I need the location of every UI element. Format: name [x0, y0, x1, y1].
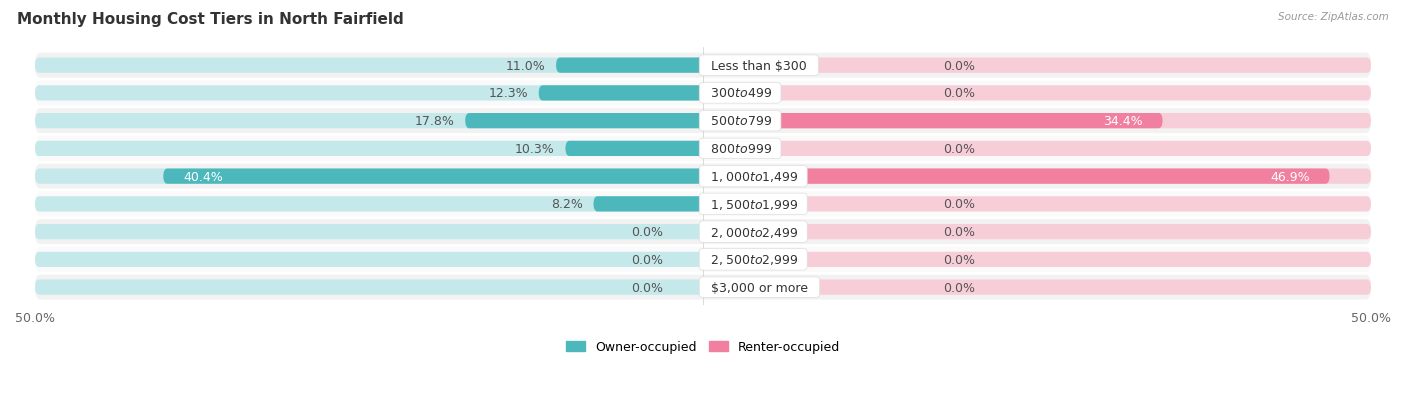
- Text: 10.3%: 10.3%: [515, 142, 555, 156]
- FancyBboxPatch shape: [703, 169, 1330, 184]
- Text: 17.8%: 17.8%: [415, 115, 454, 128]
- FancyBboxPatch shape: [703, 58, 1371, 74]
- Text: 0.0%: 0.0%: [943, 198, 976, 211]
- FancyBboxPatch shape: [35, 169, 703, 184]
- FancyBboxPatch shape: [35, 141, 703, 157]
- FancyBboxPatch shape: [35, 109, 1371, 134]
- FancyBboxPatch shape: [703, 224, 1371, 240]
- FancyBboxPatch shape: [35, 247, 1371, 272]
- Text: $500 to $799: $500 to $799: [703, 115, 778, 128]
- Text: 12.3%: 12.3%: [488, 87, 529, 100]
- FancyBboxPatch shape: [593, 197, 703, 212]
- FancyBboxPatch shape: [35, 164, 1371, 189]
- Text: $1,500 to $1,999: $1,500 to $1,999: [703, 197, 803, 211]
- Text: 46.9%: 46.9%: [1270, 170, 1309, 183]
- FancyBboxPatch shape: [703, 141, 1371, 157]
- Text: 0.0%: 0.0%: [943, 281, 976, 294]
- FancyBboxPatch shape: [35, 220, 1371, 244]
- FancyBboxPatch shape: [35, 252, 703, 267]
- Text: 34.4%: 34.4%: [1102, 115, 1143, 128]
- FancyBboxPatch shape: [35, 81, 1371, 106]
- FancyBboxPatch shape: [465, 114, 703, 129]
- Text: 0.0%: 0.0%: [631, 281, 662, 294]
- Legend: Owner-occupied, Renter-occupied: Owner-occupied, Renter-occupied: [564, 338, 842, 356]
- FancyBboxPatch shape: [35, 54, 1371, 78]
- Text: 8.2%: 8.2%: [551, 198, 582, 211]
- Text: 0.0%: 0.0%: [631, 253, 662, 266]
- Text: $300 to $499: $300 to $499: [703, 87, 778, 100]
- FancyBboxPatch shape: [35, 224, 703, 240]
- Text: 0.0%: 0.0%: [631, 225, 662, 239]
- FancyBboxPatch shape: [565, 141, 703, 157]
- Text: $1,000 to $1,499: $1,000 to $1,499: [703, 170, 803, 184]
- FancyBboxPatch shape: [35, 114, 703, 129]
- Text: 11.0%: 11.0%: [506, 59, 546, 72]
- FancyBboxPatch shape: [163, 169, 703, 184]
- FancyBboxPatch shape: [35, 86, 703, 101]
- FancyBboxPatch shape: [35, 137, 1371, 161]
- Text: $2,500 to $2,999: $2,500 to $2,999: [703, 253, 803, 267]
- FancyBboxPatch shape: [703, 169, 1371, 184]
- FancyBboxPatch shape: [555, 58, 703, 74]
- Text: Source: ZipAtlas.com: Source: ZipAtlas.com: [1278, 12, 1389, 22]
- FancyBboxPatch shape: [35, 58, 703, 74]
- Text: 0.0%: 0.0%: [943, 59, 976, 72]
- FancyBboxPatch shape: [35, 192, 1371, 217]
- Text: 40.4%: 40.4%: [183, 170, 224, 183]
- Text: $800 to $999: $800 to $999: [703, 142, 778, 156]
- Text: 0.0%: 0.0%: [943, 225, 976, 239]
- Text: $3,000 or more: $3,000 or more: [703, 281, 815, 294]
- FancyBboxPatch shape: [35, 280, 703, 295]
- FancyBboxPatch shape: [703, 280, 1371, 295]
- FancyBboxPatch shape: [538, 86, 703, 101]
- Text: $2,000 to $2,499: $2,000 to $2,499: [703, 225, 803, 239]
- FancyBboxPatch shape: [703, 114, 1371, 129]
- FancyBboxPatch shape: [703, 114, 1163, 129]
- Text: 0.0%: 0.0%: [943, 142, 976, 156]
- Text: 0.0%: 0.0%: [943, 253, 976, 266]
- Text: Less than $300: Less than $300: [703, 59, 814, 72]
- FancyBboxPatch shape: [35, 275, 1371, 300]
- FancyBboxPatch shape: [703, 252, 1371, 267]
- FancyBboxPatch shape: [703, 86, 1371, 101]
- Text: 0.0%: 0.0%: [943, 87, 976, 100]
- FancyBboxPatch shape: [703, 197, 1371, 212]
- FancyBboxPatch shape: [35, 197, 703, 212]
- Text: Monthly Housing Cost Tiers in North Fairfield: Monthly Housing Cost Tiers in North Fair…: [17, 12, 404, 27]
